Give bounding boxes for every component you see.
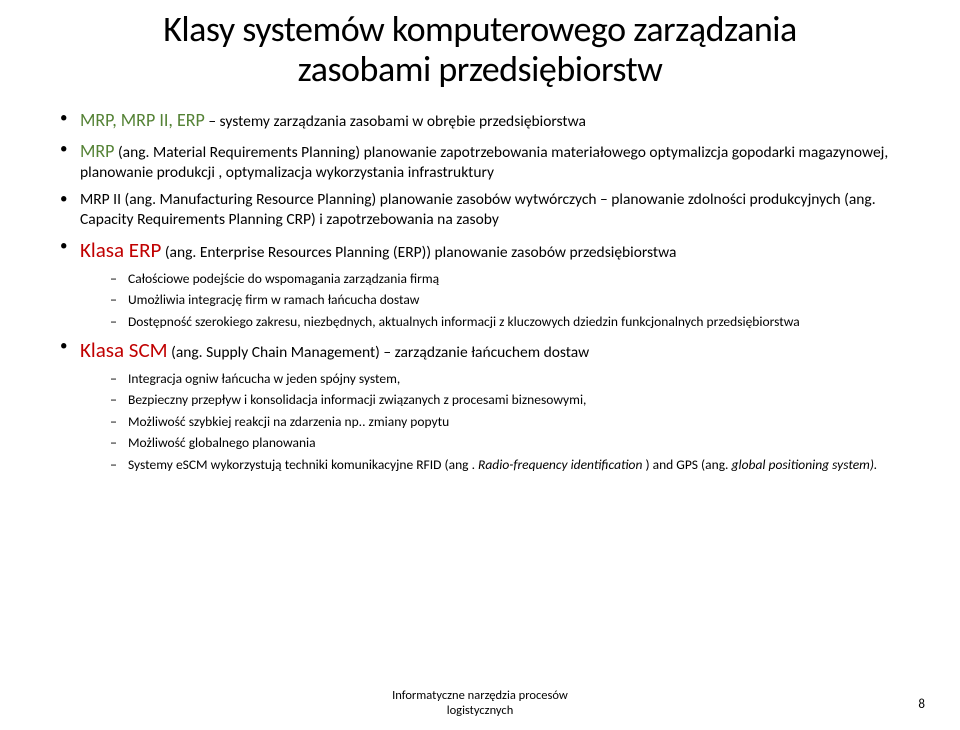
scm-sub-mid: ) and GPS (ang. [642,456,731,473]
erp-sub-item: Dostępność szerokiego zakresu, niezbędny… [110,313,910,331]
mrp-desc: (ang. Material Requirements Planning) pl… [80,143,888,182]
bullet-klasa-scm: Klasa SCM (ang. Supply Chain Management)… [60,337,910,473]
slide: Klasy systemów komputerowego zarządzania… [0,0,960,730]
slide-title: Klasy systemów komputerowego zarządzania… [50,10,910,89]
klasa-scm-label: Klasa SCM [80,337,168,363]
title-line-1: Klasy systemów komputerowego zarządzania [163,7,797,51]
scm-sub-item: Bezpieczny przepływ i konsolidacja infor… [110,391,910,409]
mrp-colored-label: MRP, MRP II, ERP [80,109,205,131]
mrpii-desc: (ang. Manufacturing Resource Planning) p… [80,190,876,229]
mrpii-label: MRP II [80,190,121,209]
bullet-mrp-ii: MRP II (ang. Manufacturing Resource Plan… [60,190,910,230]
scm-sub-italic1: Radio-frequency identification [478,456,642,473]
scm-sub-item: Możliwość globalnego planowania [110,434,910,452]
scm-sub-item: Możliwość szybkiej reakcji na zdarzenia … [110,413,910,431]
bullet-mrp: MRP (ang. Material Requirements Planning… [60,140,910,184]
footer-line-1: Informatyczne narzędzia procesów [392,688,568,703]
klasa-erp-label: Klasa ERP [80,237,161,263]
scm-sub-pre: Systemy eSCM wykorzystują techniki komun… [128,456,478,473]
footer-line-2: logistycznych [447,703,514,718]
klasa-scm-desc: (ang. Supply Chain Management) – zarządz… [168,343,590,362]
bullet-klasa-erp: Klasa ERP (ang. Enterprise Resources Pla… [60,237,910,330]
page-number: 8 [918,697,925,712]
top-bullet-list: MRP, MRP II, ERP – systemy zarządzania z… [50,109,910,473]
scm-sub-item: Integracja ogniw łańcucha w jeden spójny… [110,370,910,388]
footer: Informatyczne narzędzia procesów logisty… [0,688,960,718]
klasa-erp-desc: (ang. Enterprise Resources Planning (ERP… [161,243,676,262]
erp-sublist: Całościowe podejście do wspomagania zarz… [80,270,910,331]
erp-sub-item: Całościowe podejście do wspomagania zarz… [110,270,910,288]
scm-sub-italic2: global positioning system). [732,456,878,473]
mrp-rest: – systemy zarządzania zasobami w obrębie… [205,112,586,131]
title-line-2: zasobami przedsiębiorstw [298,47,663,91]
mrp-label: MRP [80,140,114,162]
scm-sublist: Integracja ogniw łańcucha w jeden spójny… [80,370,910,474]
bullet-mrp-overview: MRP, MRP II, ERP – systemy zarządzania z… [60,109,910,132]
scm-sub-item: Systemy eSCM wykorzystują techniki komun… [110,456,910,474]
erp-sub-item: Umożliwia integrację firm w ramach łańcu… [110,291,910,309]
